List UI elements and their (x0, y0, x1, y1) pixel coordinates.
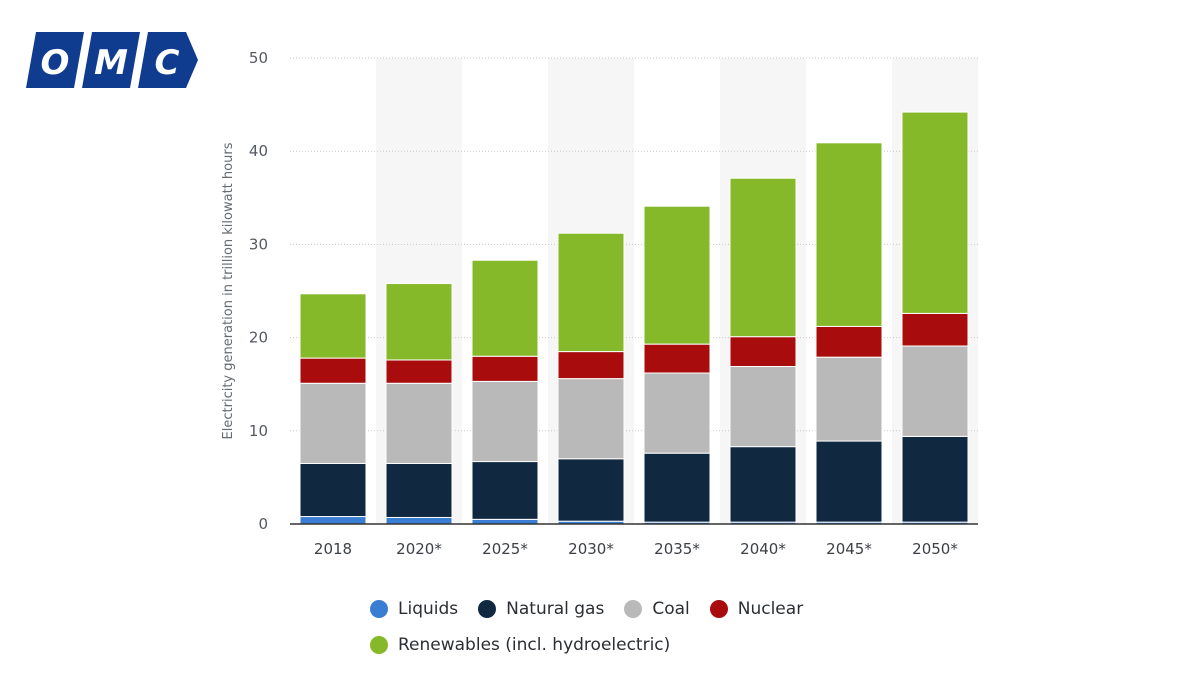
bar-segment (901, 435, 969, 523)
x-tick-label: 2020* (396, 540, 442, 558)
x-axis-ticks: 2018 2020* 2025* 2030* 2035* 2040* 2045* 2050* (314, 540, 958, 558)
legend-label: Liquids (398, 599, 459, 619)
legend-item[interactable]: Renewables (incl. hydroelectric) (370, 635, 670, 655)
bar-segment (643, 372, 711, 454)
bar-segment (299, 516, 367, 525)
logo-block-m (82, 32, 140, 88)
bar-segment (643, 343, 711, 374)
legend-swatch (370, 636, 388, 654)
bar-segment (901, 312, 969, 347)
logo-letter-m: M (94, 43, 128, 83)
omc-logo: O M C (26, 32, 198, 88)
bar-segment (299, 293, 367, 359)
bar-segment (471, 380, 539, 463)
legend-swatch (624, 600, 643, 618)
y-tick-label: 0 (258, 515, 268, 533)
bar-segment (557, 378, 625, 460)
logo-block-o (26, 32, 84, 88)
y-axis-label: Electricity generation in trillion kilow… (221, 142, 236, 439)
x-tick-label: 2050* (912, 540, 958, 558)
legend-item[interactable]: Liquids (370, 599, 458, 619)
legend-row: Liquids Natural gas Coal Nuclear (370, 598, 890, 620)
bar-segment (557, 458, 625, 522)
y-tick-label: 20 (249, 329, 268, 347)
bar-segment (643, 452, 711, 523)
bar-segment (815, 356, 883, 442)
y-tick-label: 40 (249, 142, 268, 160)
legend-item[interactable]: Coal (624, 599, 690, 619)
y-tick-label: 30 (249, 235, 268, 253)
bar-segment (299, 382, 367, 464)
logo-block-c (138, 32, 198, 88)
bar-segment (729, 177, 797, 338)
legend-label: Nuclear (737, 599, 804, 619)
bar-segment (557, 351, 625, 380)
bar-segment (385, 462, 453, 518)
x-tick-label: 2018 (314, 540, 352, 558)
bar-segment (643, 205, 711, 345)
bar-segment (729, 446, 797, 523)
bar-segment (385, 359, 453, 384)
legend-label: Coal (652, 599, 690, 619)
bar-segment (901, 111, 969, 314)
bar-segment (729, 365, 797, 448)
legend-label: Natural gas (506, 599, 605, 619)
bar-segment (471, 259, 539, 357)
bar-segment (299, 462, 367, 518)
y-tick-label: 50 (249, 49, 268, 67)
bar-segment (901, 345, 969, 437)
x-tick-label: 2045* (826, 540, 872, 558)
legend-item[interactable]: Nuclear (709, 599, 804, 619)
x-tick-label: 2040* (740, 540, 786, 558)
y-tick-label: 10 (249, 422, 268, 440)
bar-segment (815, 440, 883, 523)
x-tick-label: 2030* (568, 540, 614, 558)
legend-row: Renewables (incl. hydroelectric) (370, 634, 890, 656)
bar-segment (385, 283, 453, 361)
legend-item[interactable]: Natural gas (478, 599, 604, 619)
bar-segment (729, 336, 797, 367)
bar-segment (385, 516, 453, 525)
bars (299, 111, 969, 525)
bar-segment (557, 232, 625, 353)
legend-swatch (709, 600, 728, 618)
legend-swatch (370, 600, 388, 618)
logo-letter-o: O (41, 43, 70, 83)
x-tick-label: 2025* (482, 540, 528, 558)
logo-letter-c: C (155, 43, 180, 83)
legend-swatch (478, 600, 497, 618)
legend-label: Renewables (incl. hydroelectric) (398, 635, 671, 655)
bar-segment (471, 461, 539, 520)
bar-segment (471, 355, 539, 382)
bar-segment (815, 142, 883, 327)
bar-segment (815, 325, 883, 358)
legend: Liquids Natural gas Coal Nuclear Renewables … (370, 598, 890, 670)
bar-segment (299, 357, 367, 384)
y-axis-ticks: 0 10 20 30 40 50 (249, 49, 268, 533)
x-tick-label: 2035* (654, 540, 700, 558)
bar-segment (385, 382, 453, 464)
